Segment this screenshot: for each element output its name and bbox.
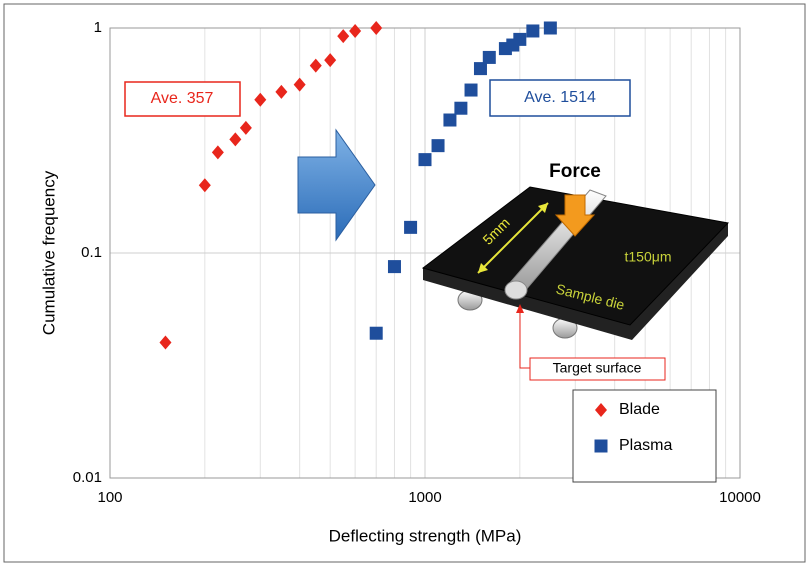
plot-area (109, 27, 741, 479)
y-tick-label: 0.01 (73, 469, 102, 486)
point (275, 84, 288, 99)
annotation-box (489, 79, 631, 117)
annotation-box (124, 81, 241, 117)
point (239, 120, 252, 135)
arrowhead (516, 304, 524, 313)
legend-label: Plasma (619, 437, 672, 454)
point (594, 439, 608, 453)
point (387, 260, 401, 274)
legend-label: Blade (619, 401, 660, 418)
point (526, 24, 540, 38)
point (324, 53, 337, 68)
point (464, 83, 478, 97)
arrowhead (538, 203, 548, 213)
inset: Force 5mm t150μm Sample die Target surfa… (421, 161, 730, 381)
point (370, 21, 383, 35)
point (293, 77, 306, 92)
x-tick-label: 10000 (719, 489, 761, 506)
point (369, 326, 383, 340)
point (431, 139, 445, 153)
point (229, 132, 242, 147)
dimension-arrow (477, 202, 549, 274)
arrowhead (478, 263, 488, 273)
point (473, 62, 487, 76)
annotation: Ave. 1514 (524, 89, 596, 106)
load-rod-end (504, 280, 528, 300)
point (482, 50, 496, 64)
annotation-box (529, 357, 666, 381)
annotation: t150μm (625, 249, 672, 265)
y-axis-title: Cumulative frequency (39, 170, 58, 335)
x-axis-title: Deflecting strength (MPa) (329, 526, 522, 545)
point (337, 29, 350, 44)
point (349, 23, 362, 38)
x-tick-label: 1000 (408, 489, 441, 506)
legend: Blade Plasma (572, 389, 717, 483)
shift-arrow (297, 128, 376, 242)
annotation: Ave. 357 (151, 90, 214, 107)
point (418, 153, 432, 167)
point (198, 178, 211, 193)
legend-box (572, 389, 717, 483)
force-arrow (554, 194, 596, 237)
point (254, 92, 267, 107)
point (211, 145, 224, 160)
annotation: Force (549, 161, 601, 182)
sample-die (421, 186, 730, 326)
die-edge (423, 223, 728, 340)
y-tick-label: 0.1 (81, 244, 102, 261)
point (513, 32, 527, 46)
point (595, 403, 607, 417)
point (443, 113, 457, 127)
point (309, 58, 322, 73)
point (543, 21, 557, 35)
point (159, 335, 172, 350)
marks (159, 21, 557, 350)
point (454, 101, 468, 115)
annotation: Target surface (553, 360, 642, 376)
point (404, 220, 418, 234)
y-tick-label: 1 (94, 19, 102, 36)
pointer-line (519, 308, 530, 369)
x-tick-label: 100 (97, 489, 122, 506)
